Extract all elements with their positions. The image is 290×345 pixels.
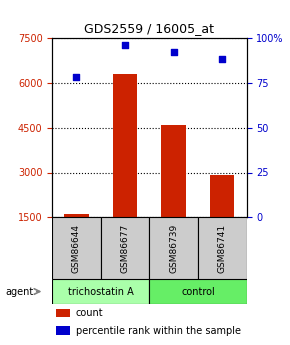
Bar (210, 176, 234, 217)
Point (74, 75, 79, 80)
FancyBboxPatch shape (52, 279, 149, 304)
Text: percentile rank within the sample: percentile rank within the sample (75, 326, 240, 335)
Text: GSM86741: GSM86741 (218, 224, 227, 273)
Bar (56, 309, 70, 317)
Text: control: control (181, 287, 215, 296)
Title: GDS2559 / 16005_at: GDS2559 / 16005_at (84, 22, 214, 36)
Point (123, 42, 127, 48)
Text: count: count (75, 308, 103, 318)
Text: agent: agent (5, 287, 33, 296)
Point (220, 57, 224, 62)
FancyBboxPatch shape (149, 279, 246, 304)
FancyBboxPatch shape (149, 217, 198, 279)
Text: GSM86644: GSM86644 (72, 224, 81, 273)
FancyBboxPatch shape (101, 217, 149, 279)
Bar (56, 326, 70, 335)
Text: trichostatin A: trichostatin A (68, 287, 134, 296)
Text: GSM86739: GSM86739 (169, 224, 178, 273)
Bar (113, 74, 137, 217)
FancyBboxPatch shape (198, 217, 246, 279)
Bar (64, 214, 89, 217)
Text: GSM86677: GSM86677 (121, 224, 130, 273)
FancyBboxPatch shape (52, 217, 101, 279)
Bar (162, 125, 186, 217)
Point (171, 50, 176, 55)
